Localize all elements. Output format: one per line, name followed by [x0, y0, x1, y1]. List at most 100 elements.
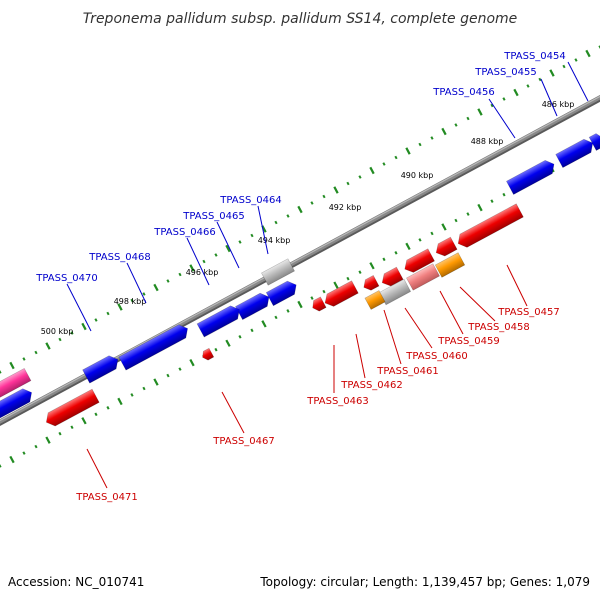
label-leader-line — [488, 98, 516, 139]
minor-tick — [502, 97, 506, 101]
gene-arrow — [82, 355, 119, 384]
label-leader-line — [126, 262, 147, 304]
minor-tick — [310, 201, 314, 205]
position-tick-track — [0, 45, 600, 468]
kbp-label: 496 kbp — [186, 268, 219, 277]
major-tick — [297, 300, 303, 309]
gene-label-forward: TPASS_0468 — [88, 252, 150, 263]
minor-tick — [130, 393, 134, 397]
minor-tick — [526, 84, 530, 88]
minor-tick — [34, 350, 38, 355]
gene-arrow — [434, 252, 466, 278]
minor-tick — [358, 175, 362, 179]
major-tick — [405, 242, 411, 251]
gene-arrow — [324, 280, 359, 307]
minor-tick — [562, 64, 566, 69]
minor-tick — [454, 123, 458, 127]
gene-feature — [265, 280, 297, 307]
minor-tick — [166, 279, 170, 283]
gene-label-reverse: TPASS_0458 — [467, 322, 529, 333]
kbp-label: 488 kbp — [471, 137, 504, 146]
minor-tick — [22, 357, 26, 361]
minor-tick — [490, 199, 494, 203]
minor-tick — [142, 386, 146, 391]
gene-arrow — [46, 388, 100, 427]
minor-tick — [70, 425, 74, 430]
accession-text: Accession: NC_010741 — [8, 575, 144, 589]
gene-label-forward: TPASS_0455 — [474, 67, 536, 78]
label-leader-line — [86, 448, 108, 489]
gene-feature — [506, 160, 555, 195]
gene-arrow — [202, 347, 215, 361]
kbp-label: 492 kbp — [329, 203, 362, 212]
major-tick — [441, 127, 447, 136]
minor-tick — [454, 218, 458, 223]
major-tick — [153, 378, 159, 386]
gene-arrow — [457, 203, 524, 248]
gene-arrow — [265, 280, 297, 307]
major-tick — [441, 223, 447, 231]
minor-tick — [418, 142, 422, 147]
minor-tick — [94, 412, 98, 417]
major-tick — [477, 203, 483, 212]
gene-label-forward: TPASS_0470 — [35, 273, 97, 284]
gene-label-forward: TPASS_0454 — [503, 51, 565, 62]
minor-tick — [58, 337, 62, 342]
gene-arrow — [435, 236, 458, 257]
gene-arrow — [118, 324, 188, 371]
minor-tick — [238, 240, 242, 244]
gene-labels: TPASS_0454 TPASS_0455 TPASS_0456 TPASS_0464… — [35, 51, 589, 503]
minor-tick — [106, 311, 110, 316]
gene-feature — [363, 274, 380, 291]
minor-tick — [490, 103, 494, 108]
minor-tick — [430, 136, 434, 140]
kbp-label: 498 kbp — [114, 297, 147, 306]
kbp-label: 494 kbp — [258, 236, 291, 245]
gene-feature — [406, 263, 440, 291]
minor-tick — [178, 272, 182, 277]
minor-tick — [106, 406, 110, 410]
gene-label-reverse: TPASS_0457 — [497, 307, 559, 318]
major-tick — [9, 455, 15, 464]
minor-tick — [214, 253, 218, 257]
label-leader-line — [540, 78, 558, 117]
gene-feature — [196, 305, 240, 338]
major-tick — [117, 397, 123, 406]
gene-feature — [434, 252, 466, 278]
minor-tick — [178, 367, 182, 371]
minor-tick — [382, 257, 386, 262]
gene-arrow — [235, 292, 270, 321]
minor-tick — [22, 451, 26, 455]
gene-feature — [0, 367, 32, 401]
minor-tick — [322, 289, 326, 294]
kbp-scale-labels: 486 kbp 488 kbp 490 kbp 492 kbp 494 kbp 496 k… — [41, 100, 575, 336]
gene-label-reverse: TPASS_0471 — [75, 492, 137, 503]
gene-label-reverse: TPASS_0459 — [437, 336, 499, 347]
gene-arrow — [406, 263, 440, 291]
major-tick — [9, 361, 15, 370]
major-tick — [369, 262, 375, 270]
label-leader-line — [221, 391, 245, 434]
gene-feature — [555, 138, 594, 169]
gene-label-reverse: TPASS_0463 — [306, 396, 368, 407]
minor-tick — [214, 347, 218, 352]
major-tick — [225, 339, 231, 347]
minor-tick — [382, 162, 386, 166]
label-leader-line — [66, 283, 92, 332]
label-leader-line — [404, 307, 433, 349]
gene-feature — [381, 266, 404, 287]
map-title: Treponema pallidum subsp. pallidum SS14,… — [83, 11, 518, 27]
label-leader-line — [257, 205, 269, 255]
genome-summary-text: Topology: circular; Length: 1,139,457 bp… — [259, 575, 590, 589]
gene-feature — [312, 296, 327, 312]
minor-tick — [430, 231, 434, 236]
minor-tick — [394, 155, 398, 160]
minor-tick — [538, 77, 542, 82]
gene-label-reverse: TPASS_0461 — [376, 366, 438, 377]
minor-tick — [34, 444, 38, 449]
major-tick — [585, 49, 591, 58]
minor-tick — [346, 181, 350, 186]
major-tick — [549, 69, 555, 77]
gene-track — [0, 133, 600, 427]
minor-tick — [286, 309, 290, 313]
